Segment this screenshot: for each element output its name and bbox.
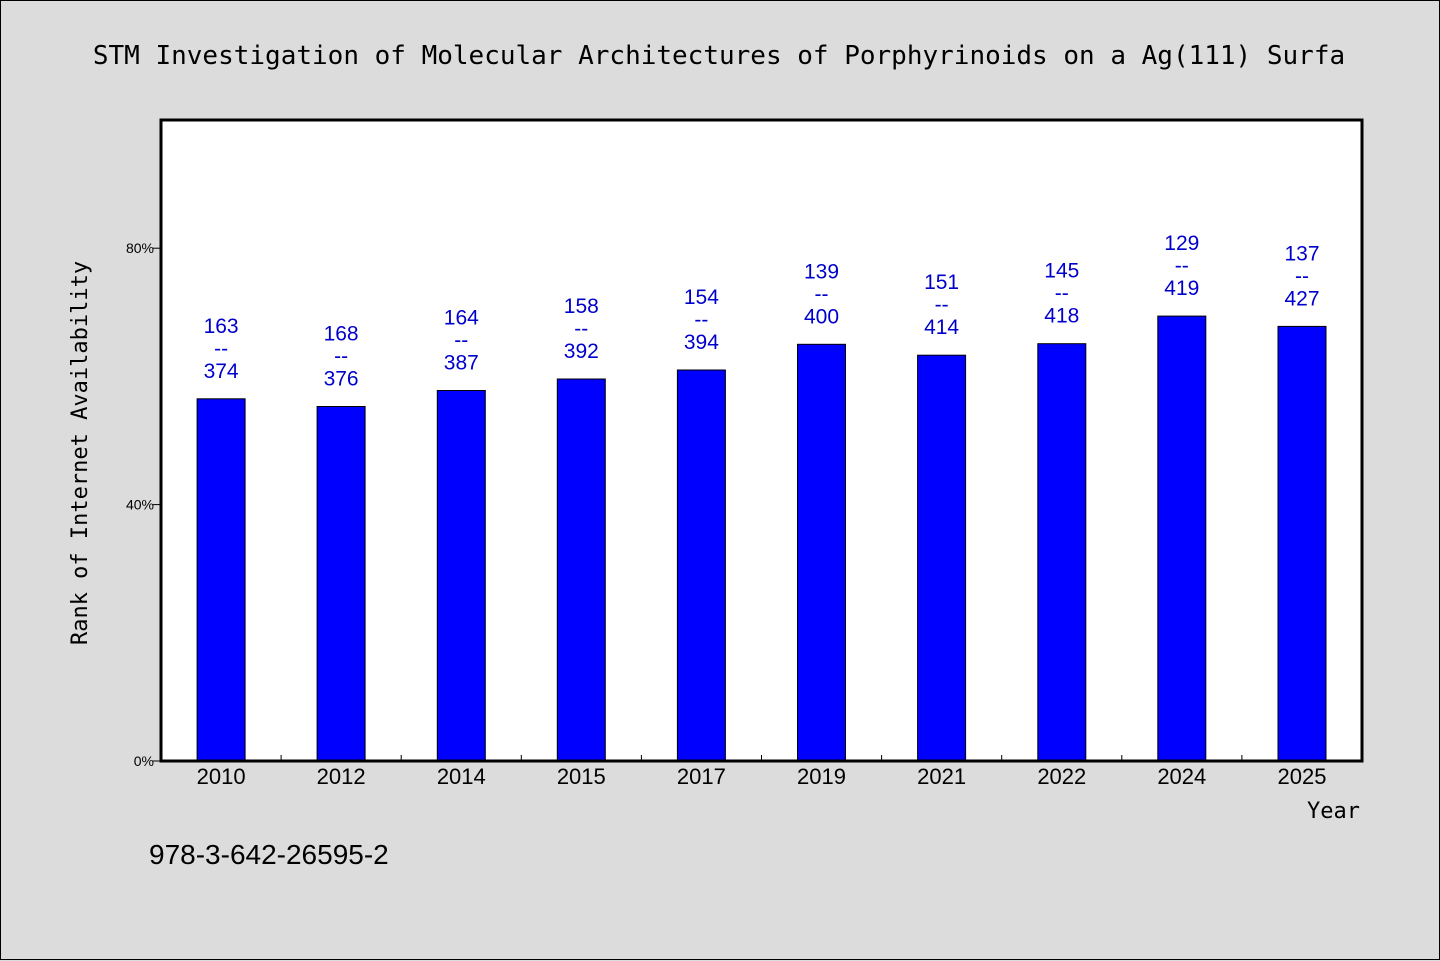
- x-tick-label-2017: 2017: [677, 764, 726, 789]
- data-label-2019-line3: 400: [804, 305, 839, 328]
- data-label-2010-line2: --: [214, 337, 228, 360]
- data-label-2012-line1: 168: [324, 323, 359, 346]
- data-label-2017-line2: --: [694, 309, 708, 332]
- data-label-2017-line3: 394: [684, 331, 719, 354]
- bar-2019: [797, 343, 846, 762]
- data-label-2015-line2: --: [574, 318, 588, 341]
- bar-2024: [1157, 315, 1207, 762]
- data-label-2012-line3: 376: [324, 368, 359, 391]
- data-label-2010-line1: 163: [204, 315, 239, 338]
- data-label-2012-line2: --: [334, 345, 348, 368]
- data-label-2025-line3: 427: [1284, 287, 1319, 310]
- y-tick-label-40%: 40%: [126, 497, 154, 513]
- bar-2014: [436, 390, 486, 762]
- data-label-2019-line1: 139: [804, 260, 839, 283]
- bar-2017: [676, 369, 726, 762]
- x-tick-label-2010: 2010: [197, 764, 246, 789]
- chart-title: STM Investigation of Molecular Architect…: [93, 41, 1345, 71]
- bar-2025: [1277, 325, 1327, 762]
- y-axis-label: Rank of Internet Availability: [68, 261, 93, 645]
- data-label-2021-line1: 151: [924, 271, 959, 294]
- x-tick-label-2015: 2015: [557, 764, 606, 789]
- bar-2021: [917, 354, 967, 762]
- y-tick-label-80%: 80%: [126, 240, 154, 256]
- data-label-2024-line2: --: [1175, 255, 1189, 278]
- x-axis: 2010 2012 2014 2015 2017 2019 2021 2022 2024 2025: [197, 755, 1327, 789]
- data-label-2022-line1: 145: [1044, 260, 1079, 283]
- x-tick-label-2014: 2014: [437, 764, 486, 789]
- x-tick-label-2022: 2022: [1037, 764, 1086, 789]
- bar-2010: [196, 398, 246, 762]
- x-axis-label: Year: [1307, 799, 1360, 824]
- data-label-2022-line2: --: [1055, 282, 1069, 305]
- x-tick-label-2025: 2025: [1278, 764, 1327, 789]
- data-label-2010-line3: 374: [204, 360, 239, 383]
- x-tick-label-2021: 2021: [917, 764, 966, 789]
- data-label-2014-line1: 164: [444, 307, 479, 330]
- data-label-2014-line2: --: [454, 329, 468, 352]
- data-label-2017-line1: 154: [684, 286, 719, 309]
- data-label-2024-line1: 129: [1164, 232, 1199, 255]
- data-label-2024-line3: 419: [1164, 277, 1199, 300]
- data-label-2022-line3: 418: [1044, 305, 1079, 328]
- bar-2015: [556, 378, 606, 762]
- data-label-2025-line1: 137: [1284, 242, 1319, 265]
- bar-2012: [316, 406, 366, 762]
- data-label-2021-line2: --: [935, 294, 949, 317]
- data-label-2025-line2: --: [1295, 265, 1309, 288]
- bar-2022: [1037, 343, 1087, 762]
- data-label-2014-line3: 387: [444, 352, 479, 375]
- data-label-2021-line3: 414: [924, 316, 959, 339]
- data-labels-group: 163--374168--376164--387158--392154--394…: [204, 232, 1320, 390]
- isbn-footnote: 978-3-642-26595-2: [149, 839, 389, 870]
- y-axis: 0% 40% 80%: [126, 240, 161, 769]
- x-tick-label-2019: 2019: [797, 764, 846, 789]
- x-tick-label-2012: 2012: [317, 764, 366, 789]
- y-tick-label-0%: 0%: [134, 753, 154, 769]
- bars-group: [196, 315, 1327, 762]
- x-tick-label-2024: 2024: [1157, 764, 1206, 789]
- data-label-2015-line1: 158: [564, 295, 599, 318]
- data-label-2015-line3: 392: [564, 340, 599, 363]
- plot-border: [159, 118, 1364, 763]
- data-label-2019-line2: --: [815, 283, 829, 306]
